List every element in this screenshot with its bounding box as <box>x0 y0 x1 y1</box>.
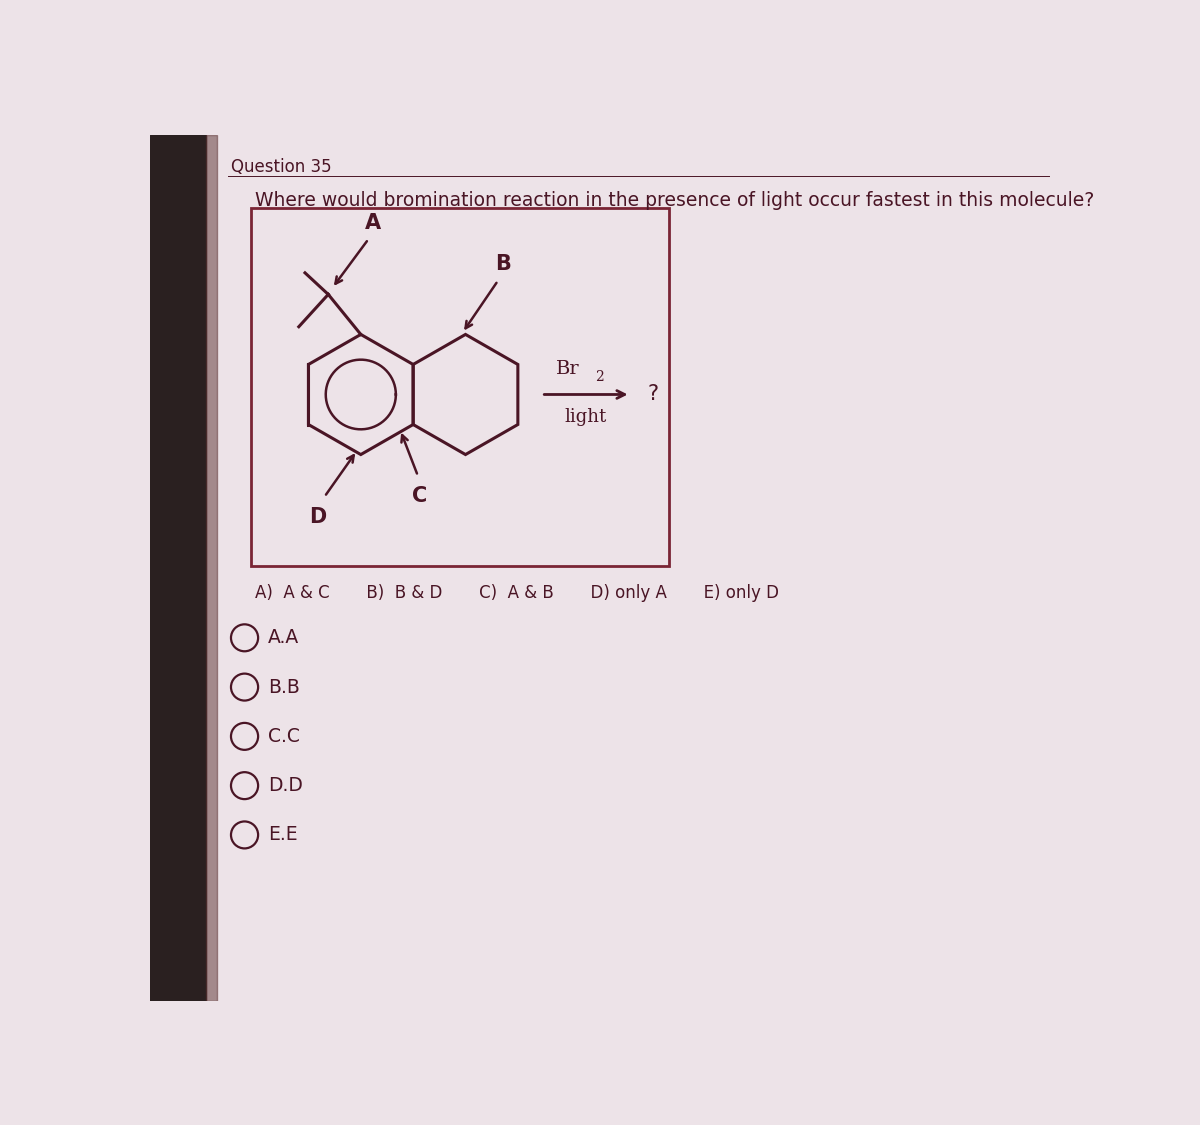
Bar <box>251 208 670 566</box>
Text: D.D: D.D <box>268 776 302 795</box>
Text: 2: 2 <box>595 370 604 384</box>
Bar <box>150 135 206 1001</box>
Text: A)  A & C       B)  B & D       C)  A & B       D) only A       E) only D: A) A & C B) B & D C) A & B D) only A E) … <box>254 584 779 602</box>
Text: ?: ? <box>648 385 659 405</box>
Bar <box>206 135 217 1001</box>
Text: light: light <box>565 408 607 426</box>
Text: E.E: E.E <box>268 826 298 845</box>
Text: C.C: C.C <box>268 727 300 746</box>
Text: Br: Br <box>556 360 580 378</box>
Text: B.B: B.B <box>268 677 300 696</box>
Text: D: D <box>310 507 326 526</box>
Text: C: C <box>412 486 427 506</box>
Text: B: B <box>494 254 511 274</box>
Text: Question 35: Question 35 <box>232 159 332 177</box>
Text: A.A: A.A <box>268 628 299 647</box>
Text: Where would bromination reaction in the presence of light occur fastest in this : Where would bromination reaction in the … <box>254 191 1094 210</box>
Text: A: A <box>365 213 382 233</box>
